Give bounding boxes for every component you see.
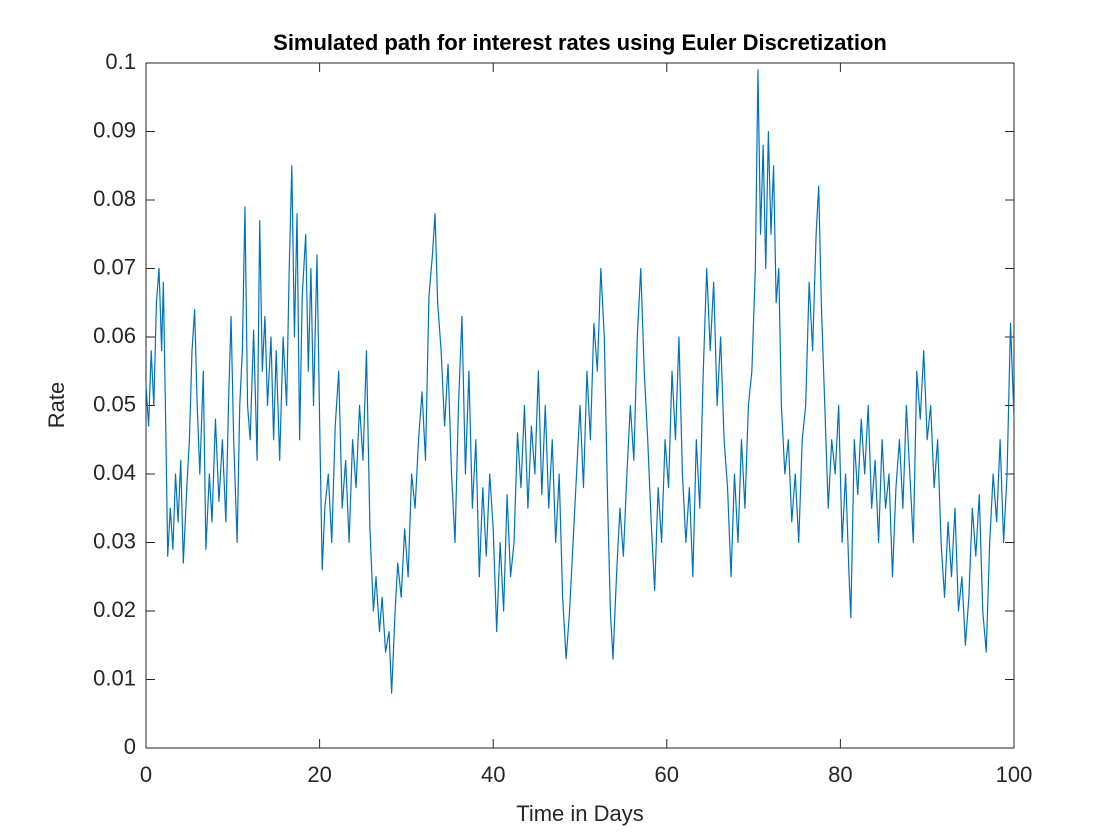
x-tick-label: 0 xyxy=(140,762,152,787)
y-tick-label: 0.03 xyxy=(93,528,136,553)
y-axis-label: Rate xyxy=(44,382,69,428)
x-tick-label: 60 xyxy=(655,762,679,787)
chart-title: Simulated path for interest rates using … xyxy=(273,30,887,55)
y-tick-label: 0.02 xyxy=(93,597,136,622)
y-tick-label: 0 xyxy=(124,734,136,759)
x-tick-label: 20 xyxy=(307,762,331,787)
data-line xyxy=(145,69,1015,694)
x-tick-label: 40 xyxy=(481,762,505,787)
y-tick-label: 0.04 xyxy=(93,460,136,485)
y-tick-label: 0.09 xyxy=(93,117,136,142)
y-tick-label: 0.06 xyxy=(93,323,136,348)
x-tick-label: 80 xyxy=(828,762,852,787)
y-tick-label: 0.1 xyxy=(105,49,136,74)
y-tick-label: 0.05 xyxy=(93,391,136,416)
y-tick-label: 0.08 xyxy=(93,186,136,211)
y-tick-label: 0.07 xyxy=(93,254,136,279)
y-tick-label: 0.01 xyxy=(93,665,136,690)
x-tick-label: 100 xyxy=(996,762,1033,787)
x-axis-label: Time in Days xyxy=(516,801,644,826)
